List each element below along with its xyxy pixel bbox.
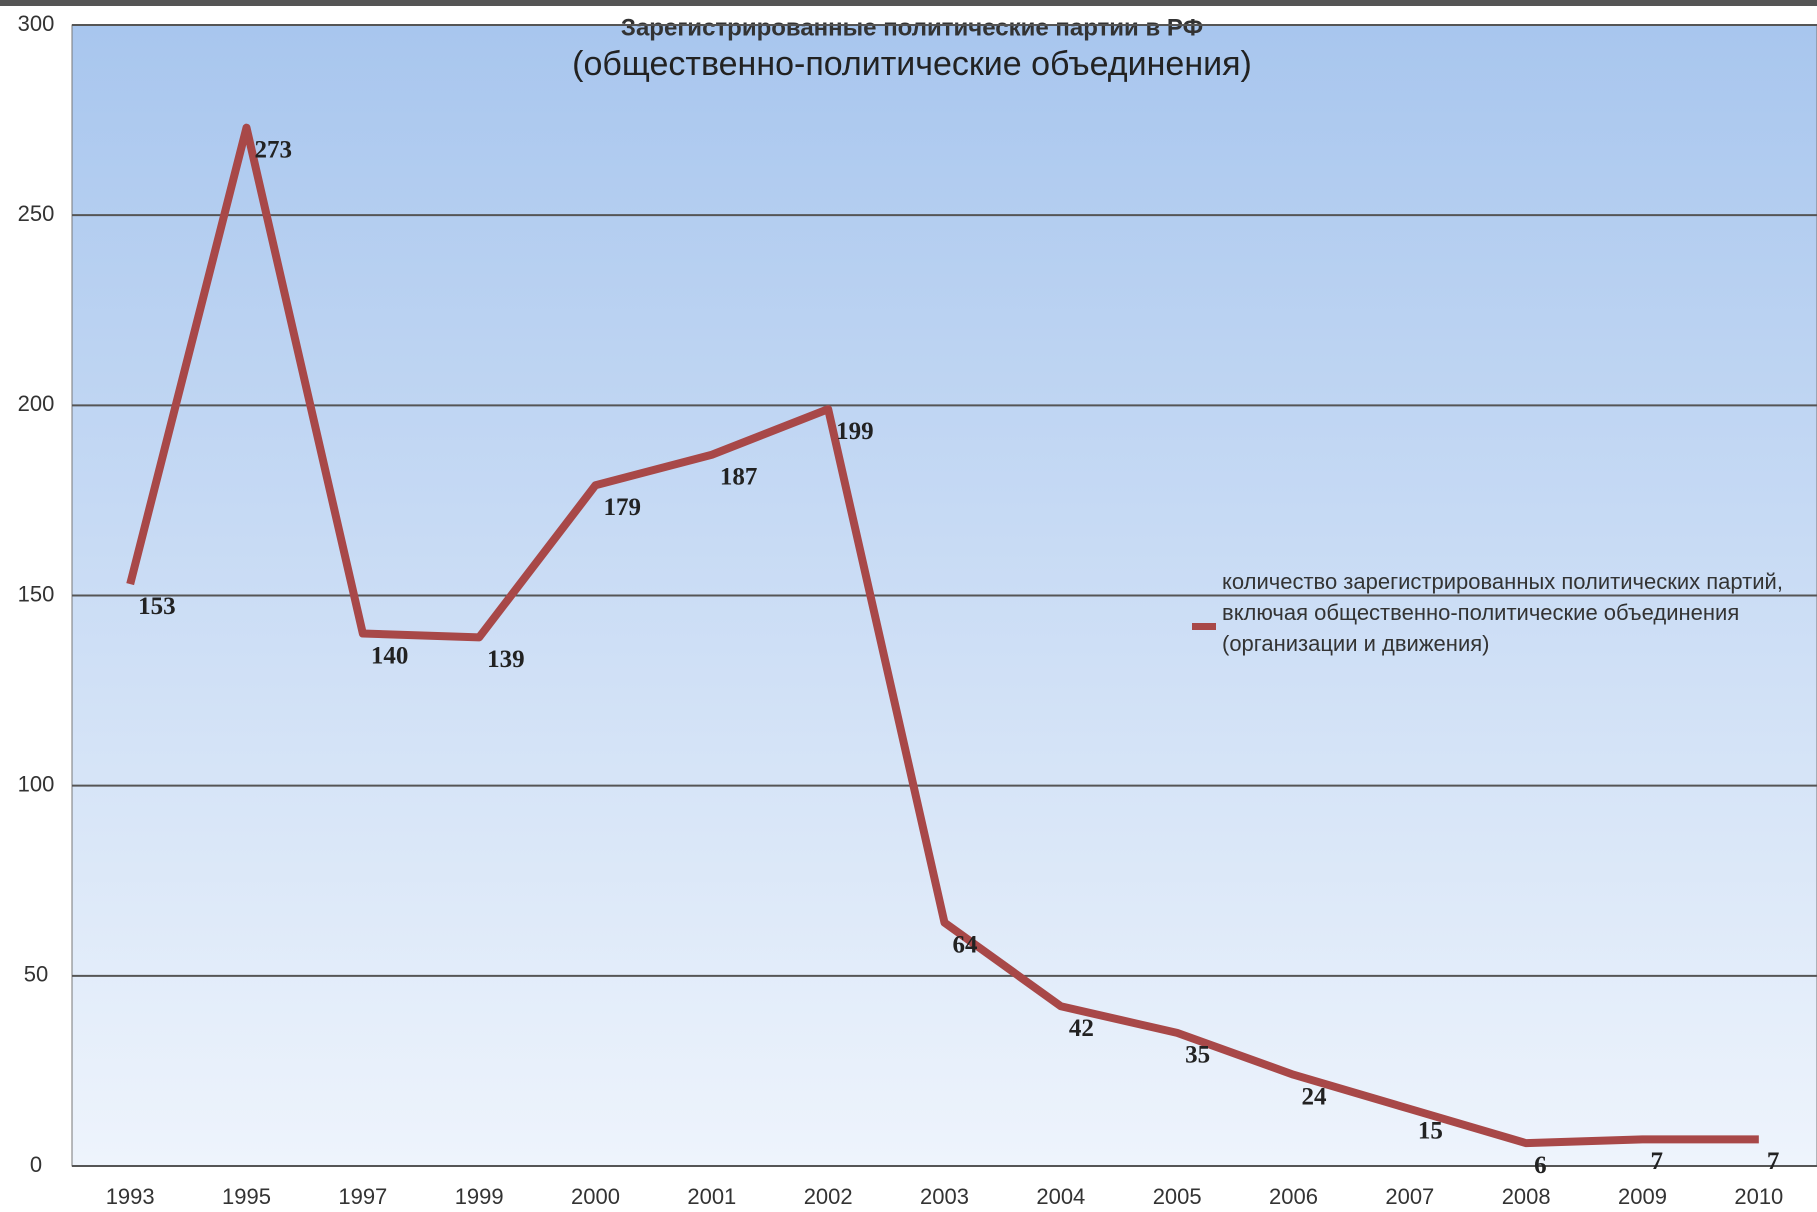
data-label: 15 [1418, 1118, 1443, 1145]
x-tick-label: 2004 [1036, 1184, 1085, 1209]
x-tick-label: 2007 [1385, 1184, 1434, 1209]
data-label: 64 [953, 931, 979, 958]
data-label: 187 [720, 464, 758, 491]
y-tick-label: 50 [24, 962, 48, 987]
x-tick-label: 2001 [687, 1184, 736, 1209]
data-label: 199 [836, 418, 874, 445]
data-label: 153 [138, 593, 176, 620]
data-label: 7 [1767, 1148, 1780, 1175]
legend-label: количество зарегистрированных политическ… [1222, 569, 1783, 656]
data-label: 35 [1185, 1042, 1210, 1069]
data-label: 139 [487, 646, 524, 673]
x-tick-label: 2010 [1734, 1184, 1783, 1209]
y-tick-label: 300 [18, 11, 55, 36]
y-tick-label: 150 [18, 581, 55, 606]
y-tick-label: 0 [30, 1152, 42, 1177]
data-line [126, 123, 1759, 1148]
x-tick-label: 2003 [920, 1184, 969, 1209]
data-label: 7 [1651, 1148, 1664, 1175]
x-tick-label: 2000 [571, 1184, 620, 1209]
y-tick-label: 250 [18, 201, 55, 226]
x-tick-label: 2009 [1618, 1184, 1667, 1209]
x-tick-label: 2006 [1269, 1184, 1318, 1209]
data-label: 24 [1302, 1083, 1328, 1110]
y-tick-label: 100 [18, 771, 55, 796]
x-tick-label: 2005 [1153, 1184, 1202, 1209]
data-label: 179 [604, 494, 642, 521]
legend-marker [1192, 623, 1216, 630]
chart-title: Зарегистрированные политические партии в… [621, 14, 1203, 41]
data-label: 140 [371, 642, 409, 669]
x-tick-label: 1999 [455, 1184, 504, 1209]
data-label: 6 [1534, 1152, 1547, 1179]
data-label: 273 [255, 136, 293, 163]
x-tick-label: 1997 [338, 1184, 387, 1209]
data-label: 42 [1069, 1015, 1094, 1042]
x-tick-label: 2002 [804, 1184, 853, 1209]
chart-subtitle: (общественно-политические объединения) [572, 45, 1252, 83]
x-tick-label: 1995 [222, 1184, 271, 1209]
y-tick-label: 200 [18, 391, 55, 416]
top-strip [0, 0, 1817, 6]
x-tick-label: 1993 [106, 1184, 155, 1209]
x-tick-label: 2008 [1502, 1184, 1551, 1209]
